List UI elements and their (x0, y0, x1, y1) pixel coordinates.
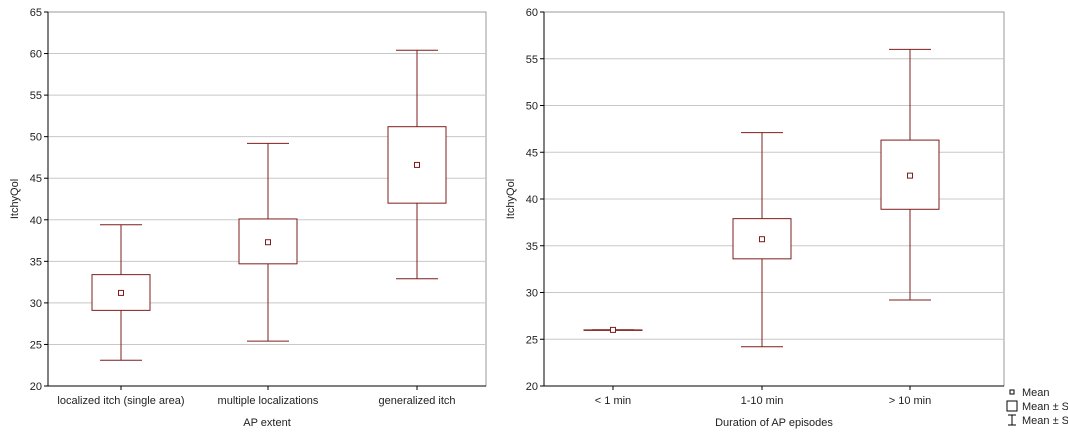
legend: Mean Mean ± SE Mean ± SD (1006, 387, 1068, 427)
y-tick-label: 65 (30, 7, 42, 19)
box-icon (1006, 400, 1018, 412)
y-tick-label: 30 (526, 288, 538, 300)
legend-item: Mean ± SD (1008, 414, 1068, 427)
legend-label: Mean (1022, 387, 1050, 399)
mean-marker (610, 326, 616, 333)
y-tick-label: 25 (526, 334, 538, 346)
y-tick-label: 60 (30, 49, 42, 61)
y-tick-label: 55 (526, 54, 538, 66)
box-group-0 (91, 224, 151, 361)
se-box (91, 274, 151, 311)
x-tick-label: 1-10 min (741, 395, 784, 407)
mean-marker (907, 172, 913, 179)
x-tick-label: localized itch (single area) (57, 395, 184, 407)
x-axis-label: Duration of AP episodes (715, 417, 833, 429)
legend-label: Mean ± SD (1022, 415, 1068, 427)
y-tick-label: 55 (30, 90, 42, 102)
y-tick-label: 40 (526, 194, 538, 206)
y-tick-label: 40 (30, 215, 42, 227)
chart-panel-duration: 20 25 30 35 40 45 50 55 60 ItchyQol Duration of AP… (505, 7, 1005, 429)
legend-item: Mean (1009, 387, 1050, 399)
x-tick-label: multiple localizations (218, 395, 319, 407)
x-tick-label: < 1 min (595, 395, 631, 407)
y-tick-label: 35 (526, 241, 538, 253)
y-tick-label: 60 (526, 7, 538, 19)
box-group-1 (238, 142, 298, 342)
y-tick-label: 45 (30, 173, 42, 185)
x-tick-label: generalized itch (378, 395, 455, 407)
chart-panel-ap-extent: 20 25 30 35 40 45 50 55 60 65 ItchyQol AP extent loc… (9, 7, 487, 429)
box-group-1 (732, 132, 792, 348)
y-tick-label: 50 (526, 101, 538, 113)
mean-square-icon (1009, 389, 1015, 395)
mean-marker (118, 289, 124, 296)
y-axis-label: ItchyQol (505, 179, 517, 219)
box-group-2 (387, 49, 447, 280)
y-tick-label: 45 (526, 147, 538, 159)
y-axis-label: ItchyQol (9, 179, 21, 219)
x-axis-label: AP extent (243, 417, 291, 429)
legend-label: Mean ± SE (1022, 401, 1068, 413)
x-tick-label: > 10 min (889, 395, 932, 407)
mean-marker (414, 161, 420, 168)
y-tick-label: 50 (30, 132, 42, 144)
y-tick-label: 20 (30, 381, 42, 393)
mean-marker (759, 236, 765, 243)
box-group-0 (583, 326, 643, 333)
y-tick-label: 35 (30, 256, 42, 268)
y-tick-label: 20 (526, 381, 538, 393)
legend-item: Mean ± SE (1006, 400, 1068, 413)
box-group-2 (880, 48, 940, 301)
mean-marker (265, 239, 271, 246)
whisker-icon (1008, 414, 1016, 426)
y-tick-label: 30 (30, 298, 42, 310)
y-tick-label: 25 (30, 339, 42, 351)
